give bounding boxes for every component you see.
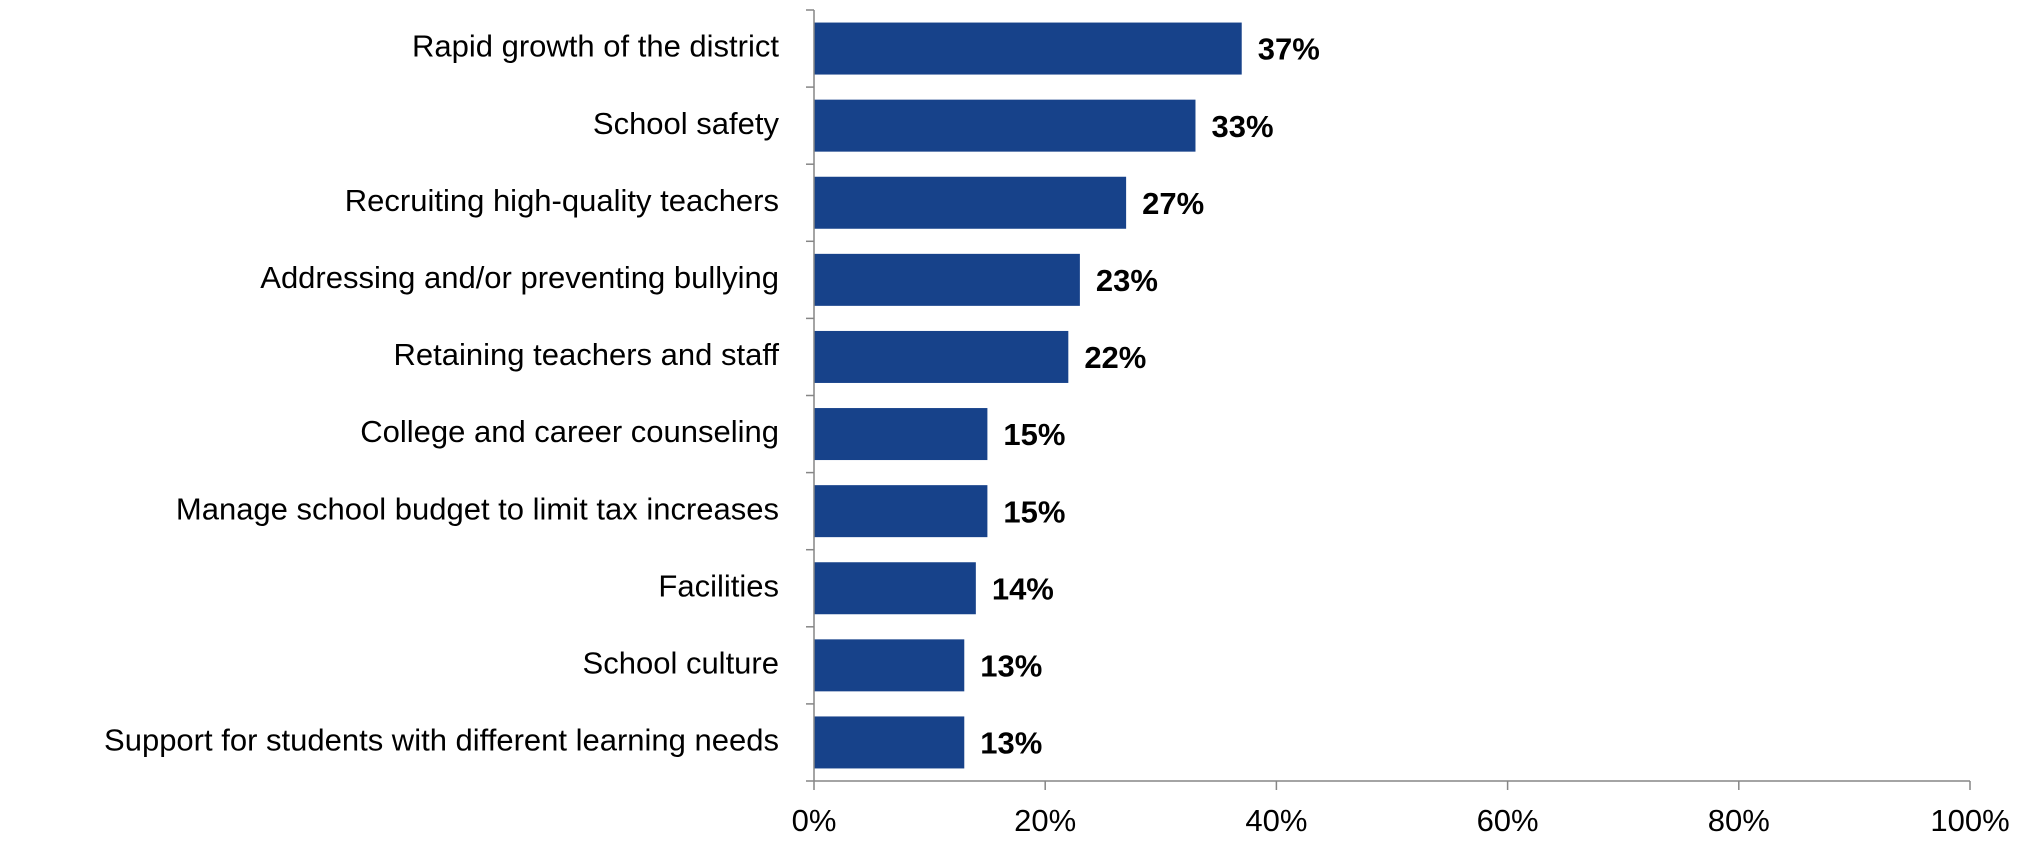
value-label: 13% [980, 649, 1042, 684]
category-label: Addressing and/or preventing bullying [260, 260, 779, 295]
category-label: Retaining teachers and staff [394, 337, 780, 372]
axes-group [806, 9, 1971, 790]
category-label: Manage school budget to limit tax increa… [176, 491, 779, 526]
value-label: 33% [1211, 109, 1273, 144]
x-tick-label: 100% [1930, 803, 2009, 838]
category-label: School culture [583, 646, 779, 681]
x-tick-label: 60% [1477, 803, 1539, 838]
bar [814, 485, 988, 538]
value-label: 37% [1258, 32, 1320, 67]
bar [814, 639, 965, 692]
bars-group [814, 22, 1242, 769]
bar [814, 253, 1080, 306]
bar [814, 99, 1196, 152]
bar [814, 716, 965, 769]
value-label: 22% [1084, 340, 1146, 375]
x-tick-labels-group: 0% 20% 40% 60% 80% 100% [792, 803, 2010, 838]
x-tick-label: 20% [1014, 803, 1076, 838]
x-tick-label: 80% [1708, 803, 1770, 838]
x-tick-label: 0% [792, 803, 837, 838]
x-tick-label: 40% [1245, 803, 1307, 838]
value-labels-group: 37% 33% 27% 23% 22% 15% 15% 14% 13% 13% [980, 32, 1319, 761]
category-label: College and career counseling [360, 414, 779, 449]
value-label: 15% [1003, 494, 1065, 529]
bar [814, 176, 1127, 229]
category-label: Support for students with different lear… [104, 723, 779, 758]
value-label: 13% [980, 726, 1042, 761]
value-label: 15% [1003, 417, 1065, 452]
value-label: 14% [992, 571, 1054, 606]
category-label: Facilities [658, 568, 779, 603]
bar [814, 330, 1069, 383]
category-labels-group: Rapid growth of the district School safet… [104, 29, 779, 758]
bar [814, 408, 988, 461]
bar [814, 562, 976, 615]
value-label: 27% [1142, 186, 1204, 221]
category-label: Recruiting high-quality teachers [345, 183, 779, 218]
category-label: Rapid growth of the district [412, 29, 779, 64]
value-label: 23% [1096, 263, 1158, 298]
category-label: School safety [593, 106, 780, 141]
bar [814, 22, 1242, 75]
